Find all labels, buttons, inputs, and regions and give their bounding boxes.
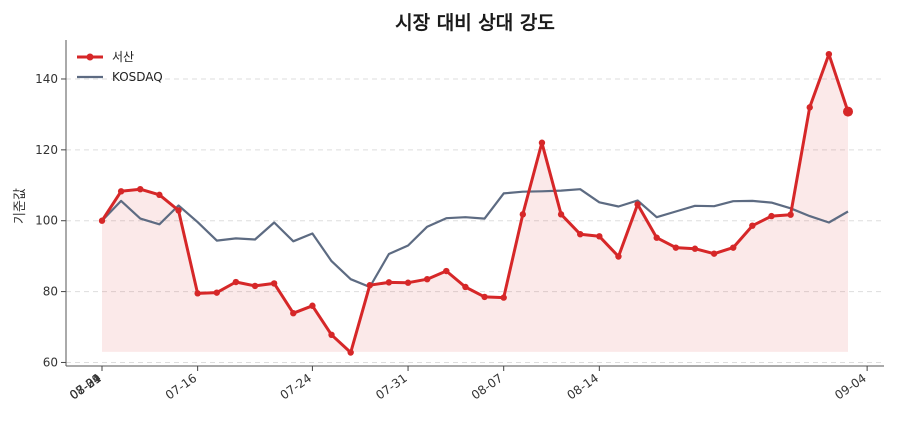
data-point [290, 310, 297, 317]
x-tick-label: 07-31 [373, 371, 410, 402]
data-point [270, 280, 278, 287]
data-point [309, 302, 316, 309]
data-point [825, 50, 833, 58]
data-point [519, 211, 527, 218]
x-tick-label: 08-07 [469, 371, 506, 402]
data-point [730, 244, 737, 251]
x-tick-label: 07-24 [278, 371, 315, 402]
series-area-fill [102, 54, 848, 353]
data-point [251, 282, 259, 290]
data-point [557, 211, 565, 218]
data-point [347, 349, 354, 356]
data-point [156, 191, 163, 199]
data-point [672, 244, 680, 251]
data-point [749, 222, 756, 229]
data-point [691, 245, 699, 252]
data-point [615, 253, 622, 260]
data-point [328, 331, 335, 339]
data-point [787, 211, 794, 218]
y-axis-label: 기준값 [13, 188, 28, 224]
data-point [538, 139, 546, 146]
chart-title: 시장 대비 상대 강도 [395, 12, 555, 34]
data-point [137, 185, 144, 193]
legend-marker [86, 53, 94, 61]
data-point [462, 283, 469, 291]
data-point [423, 275, 431, 283]
y-tick-label: 140 [35, 72, 58, 86]
data-point [175, 207, 182, 214]
x-tick-label: 09-04 [832, 371, 869, 402]
data-point [577, 230, 584, 238]
legend-label: 서산 [112, 50, 134, 64]
data-point [500, 294, 507, 301]
data-point [385, 279, 393, 286]
data-point [443, 267, 450, 275]
data-point [232, 278, 240, 286]
y-tick-label: 120 [35, 143, 58, 157]
data-point [806, 104, 813, 111]
legend-label: KOSDAQ [112, 70, 163, 84]
data-point [596, 233, 603, 240]
data-point [404, 279, 412, 286]
x-tick-label: 08-31 [67, 371, 104, 402]
data-point [634, 201, 641, 208]
data-point [98, 217, 106, 224]
y-tick-label: 100 [35, 214, 58, 228]
x-tick-label: 08-14 [564, 371, 601, 402]
data-point [481, 293, 488, 301]
data-point [213, 289, 220, 296]
y-tick-label: 60 [43, 355, 58, 369]
data-point [768, 212, 775, 220]
data-point [653, 234, 660, 241]
data-point [194, 290, 201, 297]
y-tick-label: 80 [43, 285, 58, 299]
series-line [101, 188, 849, 289]
x-tick-label: 07-16 [163, 371, 200, 402]
last-data-point [843, 106, 853, 117]
data-point [366, 282, 373, 289]
series-line [100, 52, 850, 354]
data-point [117, 188, 125, 195]
data-point [710, 250, 718, 257]
